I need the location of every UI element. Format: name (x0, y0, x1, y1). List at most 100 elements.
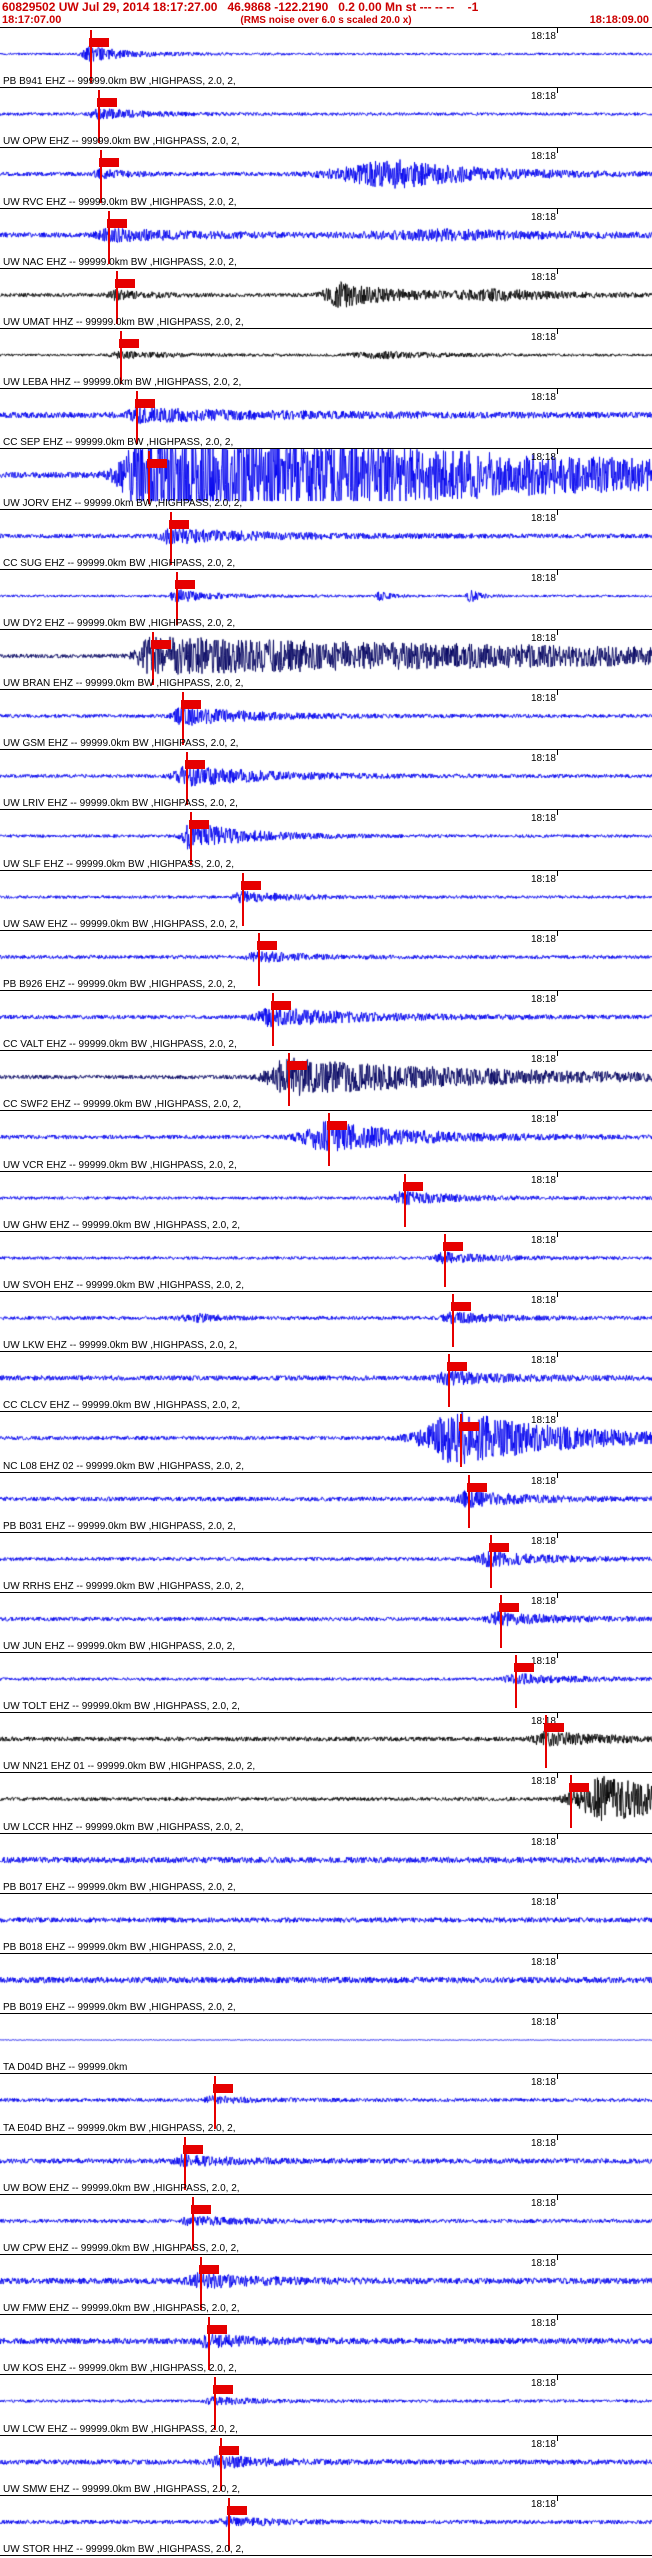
trace-row[interactable]: 18:18 UW LKW EHZ -- 99999.0km BW ,HIGHPA… (0, 1291, 652, 1353)
p-pick-line[interactable] (192, 2196, 194, 2250)
p-pick-flag[interactable] (467, 1482, 487, 1492)
waveform-canvas[interactable] (0, 629, 652, 690)
waveform-canvas[interactable] (0, 1954, 652, 2014)
waveform-canvas[interactable] (0, 2495, 652, 2555)
p-pick-flag[interactable] (489, 1542, 509, 1552)
p-pick-line[interactable] (500, 1594, 502, 1648)
p-pick-line[interactable] (170, 511, 172, 565)
p-pick-line[interactable] (190, 812, 192, 866)
waveform-canvas[interactable] (0, 1653, 652, 1713)
waveform-canvas[interactable] (0, 2074, 652, 2134)
trace-row[interactable]: 18:18 TA E04D BHZ -- 99999.0km BW ,HIGHP… (0, 2074, 652, 2135)
waveform-canvas[interactable] (0, 328, 652, 389)
p-pick-line[interactable] (100, 150, 102, 204)
p-pick-line[interactable] (184, 2136, 186, 2190)
trace-row[interactable]: 18:18 UW STOR HHZ -- 99999.0km BW ,HIGHP… (0, 2495, 652, 2556)
p-pick-line[interactable] (288, 1053, 290, 1107)
p-pick-flag[interactable] (175, 579, 195, 589)
p-pick-line[interactable] (214, 2076, 216, 2130)
trace-row[interactable]: 18:18 UW VCR EHZ -- 99999.0km BW ,HIGHPA… (0, 1111, 652, 1172)
waveform-canvas[interactable] (0, 810, 652, 870)
p-pick-flag[interactable] (151, 639, 171, 649)
trace-row[interactable]: 18:18 NC L08 EHZ 02 -- 99999.0km BW ,HIG… (0, 1412, 652, 1473)
trace-row[interactable]: 18:18 UW KOS EHZ -- 99999.0km BW ,HIGHPA… (0, 2315, 652, 2376)
p-pick-line[interactable] (136, 391, 138, 445)
p-pick-flag[interactable] (99, 158, 119, 168)
p-pick-flag[interactable] (219, 2445, 239, 2455)
waveform-canvas[interactable] (0, 690, 652, 750)
trace-row[interactable]: 18:18 UW NN21 EHZ 01 -- 99999.0km BW ,HI… (0, 1713, 652, 1774)
p-pick-line[interactable] (98, 90, 100, 144)
p-pick-line[interactable] (108, 210, 110, 264)
p-pick-line[interactable] (258, 932, 260, 986)
waveform-canvas[interactable] (0, 2014, 652, 2074)
waveform-canvas[interactable] (0, 28, 652, 88)
trace-row[interactable]: 18:18 UW CPW EHZ -- 99999.0km BW ,HIGHPA… (0, 2194, 652, 2255)
waveform-canvas[interactable] (0, 1231, 652, 1291)
p-pick-line[interactable] (490, 1534, 492, 1588)
p-pick-line[interactable] (545, 1715, 547, 1769)
p-pick-flag[interactable] (227, 2505, 247, 2515)
trace-row[interactable]: 18:18 CC VALT EHZ -- 99999.0km BW ,HIGHP… (0, 991, 652, 1052)
trace-row[interactable]: 18:18 TA D04D BHZ -- 99999.0km (0, 2014, 652, 2075)
trace-row[interactable]: 18:18 UW SLF EHZ -- 99999.0km BW ,HIGHPA… (0, 810, 652, 871)
waveform-canvas[interactable] (0, 1171, 652, 1231)
waveform-canvas[interactable] (0, 1412, 652, 1472)
waveform-canvas[interactable] (0, 1833, 652, 1893)
trace-row[interactable]: 18:18 UW LCCR HHZ -- 99999.0km BW ,HIGHP… (0, 1773, 652, 1834)
p-pick-flag[interactable] (257, 940, 277, 950)
p-pick-line[interactable] (570, 1775, 572, 1829)
p-pick-line[interactable] (228, 2497, 230, 2551)
p-pick-flag[interactable] (443, 1241, 463, 1251)
trace-row[interactable]: 18:18 UW SVOH EHZ -- 99999.0km BW ,HIGHP… (0, 1231, 652, 1292)
waveform-canvas[interactable] (0, 509, 652, 569)
trace-row[interactable]: 18:18 UW SAW EHZ -- 99999.0km BW ,HIGHPA… (0, 870, 652, 931)
trace-row[interactable]: 18:18 UW RVC EHZ -- 99999.0km BW ,HIGHPA… (0, 148, 652, 209)
p-pick-flag[interactable] (451, 1301, 471, 1311)
waveform-canvas[interactable] (0, 1352, 652, 1412)
waveform-canvas[interactable] (0, 1592, 652, 1653)
trace-row[interactable]: 18:18 PB B926 EHZ -- 99999.0km BW ,HIGHP… (0, 930, 652, 991)
p-pick-line[interactable] (176, 571, 178, 625)
trace-row[interactable]: 18:18 PB B018 EHZ -- 99999.0km BW ,HIGHP… (0, 1893, 652, 1954)
p-pick-line[interactable] (452, 1293, 454, 1347)
p-pick-flag[interactable] (287, 1061, 307, 1071)
waveform-canvas[interactable] (0, 2435, 652, 2495)
trace-row[interactable]: 18:18 UW LRIV EHZ -- 99999.0km BW ,HIGHP… (0, 750, 652, 811)
p-pick-flag[interactable] (89, 38, 109, 47)
waveform-canvas[interactable] (0, 148, 652, 208)
p-pick-flag[interactable] (183, 2144, 203, 2154)
p-pick-line[interactable] (116, 270, 118, 324)
trace-row[interactable]: 18:18 UW SMW EHZ -- 99999.0km BW ,HIGHPA… (0, 2435, 652, 2496)
waveform-canvas[interactable] (0, 750, 652, 810)
p-pick-line[interactable] (90, 30, 92, 83)
trace-row[interactable]: 18:18 PB B019 EHZ -- 99999.0km BW ,HIGHP… (0, 1954, 652, 2015)
p-pick-flag[interactable] (569, 1783, 589, 1793)
p-pick-flag[interactable] (97, 98, 117, 108)
trace-row[interactable]: 18:18 UW NAC EHZ -- 99999.0km BW ,HIGHPA… (0, 208, 652, 269)
waveform-canvas[interactable] (0, 2194, 652, 2254)
p-pick-flag[interactable] (207, 2325, 227, 2335)
p-pick-line[interactable] (404, 1173, 406, 1227)
p-pick-flag[interactable] (241, 880, 261, 890)
trace-row[interactable]: 18:18 UW RRHS EHZ -- 99999.0km BW ,HIGHP… (0, 1532, 652, 1593)
p-pick-line[interactable] (220, 2437, 222, 2491)
trace-row[interactable]: 18:18 PB B031 EHZ -- 99999.0km BW ,HIGHP… (0, 1472, 652, 1533)
p-pick-line[interactable] (448, 1354, 450, 1408)
waveform-canvas[interactable] (0, 1051, 652, 1111)
trace-row[interactable]: 18:18 UW GSM EHZ -- 99999.0km BW ,HIGHPA… (0, 690, 652, 751)
p-pick-flag[interactable] (544, 1723, 564, 1733)
trace-row[interactable]: 18:18 UW UMAT HHZ -- 99999.0km BW ,HIGHP… (0, 268, 652, 329)
trace-row[interactable]: 18:18 UW BRAN EHZ -- 99999.0km BW ,HIGHP… (0, 629, 652, 691)
p-pick-line[interactable] (468, 1474, 470, 1528)
trace-row[interactable]: 18:18 CC SUG EHZ -- 99999.0km BW ,HIGHPA… (0, 509, 652, 570)
p-pick-flag[interactable] (199, 2264, 219, 2274)
p-pick-line[interactable] (460, 1414, 462, 1468)
waveform-canvas[interactable] (0, 1713, 652, 1773)
waveform-canvas[interactable] (0, 2375, 652, 2435)
trace-row[interactable]: 18:18 PB B941 EHZ -- 99999.0km BW ,HIGHP… (0, 28, 652, 89)
p-pick-flag[interactable] (271, 1001, 291, 1010)
p-pick-flag[interactable] (119, 338, 139, 348)
waveform-canvas[interactable] (0, 930, 652, 990)
waveform-canvas[interactable] (0, 88, 652, 148)
